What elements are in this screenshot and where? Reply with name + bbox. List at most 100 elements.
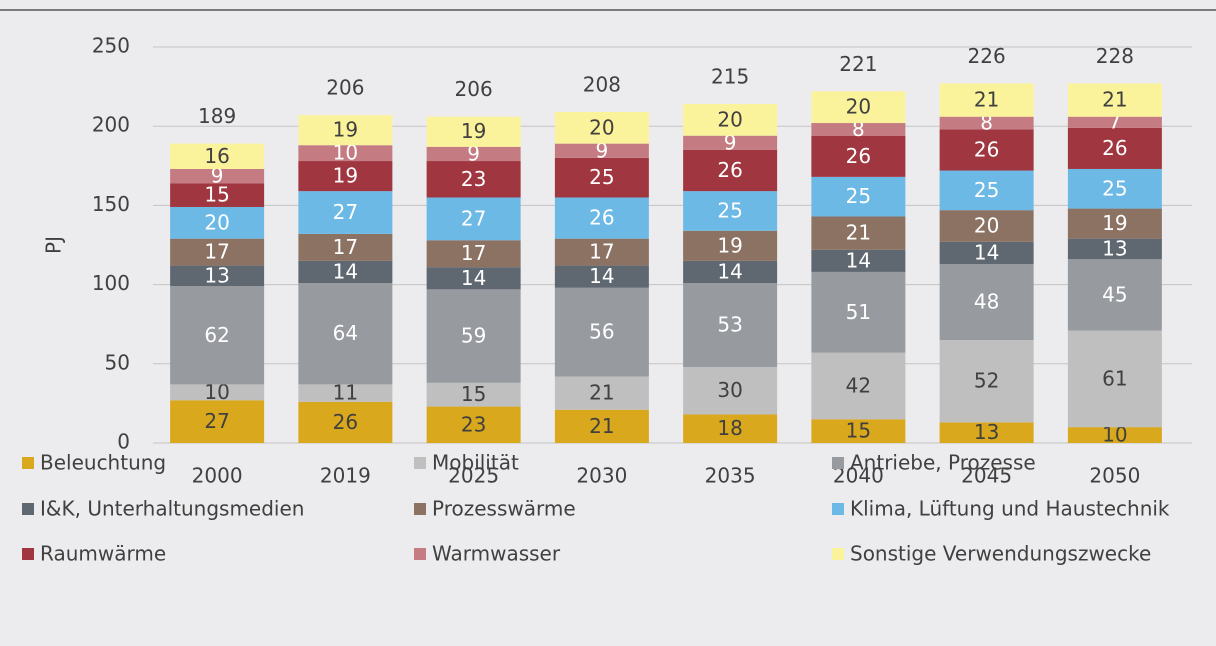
bar-segment bbox=[683, 104, 778, 136]
bar-segment bbox=[1067, 238, 1162, 260]
bar-segment bbox=[170, 238, 265, 266]
bar-segment bbox=[1067, 127, 1162, 169]
legend-swatch bbox=[22, 457, 34, 469]
data-label: 14 bbox=[717, 259, 742, 283]
data-label: 25 bbox=[1102, 176, 1127, 200]
data-label: 13 bbox=[1102, 236, 1127, 260]
data-label: 25 bbox=[974, 178, 999, 202]
data-label: 45 bbox=[1102, 282, 1127, 306]
data-label: 20 bbox=[204, 210, 229, 234]
bar-segment bbox=[811, 271, 906, 353]
data-label: 20 bbox=[974, 213, 999, 237]
data-label: 19 bbox=[461, 119, 486, 143]
bar-segment bbox=[1067, 427, 1162, 443]
bar-segment bbox=[683, 149, 778, 192]
data-label: 19 bbox=[1102, 211, 1127, 235]
bar-segment bbox=[298, 233, 393, 261]
data-label: 19 bbox=[717, 233, 742, 257]
bar-segment bbox=[554, 157, 649, 198]
data-label: 20 bbox=[589, 115, 614, 139]
total-label: 215 bbox=[711, 65, 749, 89]
data-label: 25 bbox=[589, 165, 614, 189]
bar-segment bbox=[298, 191, 393, 234]
data-label: 20 bbox=[717, 107, 742, 131]
legend-label: Antriebe, Prozesse bbox=[850, 451, 1036, 475]
data-label: 21 bbox=[974, 88, 999, 112]
data-label: 26 bbox=[846, 144, 871, 168]
bar-segment bbox=[939, 340, 1034, 423]
bar-segment bbox=[939, 83, 1034, 117]
x-tick-label: 2000 bbox=[192, 464, 243, 488]
data-label: 15 bbox=[204, 183, 229, 207]
data-label: 26 bbox=[974, 137, 999, 161]
bar-segment bbox=[426, 116, 521, 147]
bar-segment bbox=[426, 267, 521, 290]
legend-swatch bbox=[414, 503, 426, 515]
legend-swatch bbox=[414, 457, 426, 469]
y-tick-label: 200 bbox=[92, 113, 130, 137]
data-label: 17 bbox=[333, 235, 358, 259]
bar-segment bbox=[426, 161, 521, 198]
x-tick-label: 2045 bbox=[961, 464, 1012, 488]
data-label: 27 bbox=[461, 206, 486, 230]
bar-segment bbox=[811, 216, 906, 250]
data-label: 21 bbox=[589, 414, 614, 438]
bar-segment bbox=[554, 287, 649, 377]
data-label: 21 bbox=[1102, 88, 1127, 112]
bar-segment bbox=[811, 123, 906, 136]
bar-segment bbox=[298, 401, 393, 443]
data-label: 61 bbox=[1102, 366, 1127, 390]
total-label: 221 bbox=[839, 52, 877, 76]
data-label: 15 bbox=[461, 382, 486, 406]
legend-label: Raumwärme bbox=[40, 542, 166, 566]
data-label: 9 bbox=[467, 141, 480, 165]
total-label: 206 bbox=[455, 77, 493, 101]
bar-segment bbox=[683, 230, 778, 261]
data-label: 23 bbox=[461, 412, 486, 436]
data-label: 19 bbox=[333, 164, 358, 188]
data-label: 27 bbox=[333, 200, 358, 224]
x-tick-label: 2050 bbox=[1089, 464, 1140, 488]
bar-segment bbox=[170, 168, 265, 184]
bar-segment bbox=[170, 183, 265, 207]
bar-segment bbox=[939, 264, 1034, 341]
bar-segment bbox=[939, 422, 1034, 443]
bar-segment bbox=[554, 143, 649, 158]
legend-label: Prozesswärme bbox=[432, 497, 576, 521]
data-label: 25 bbox=[717, 198, 742, 222]
bar-segment bbox=[1067, 116, 1162, 128]
bar-segment bbox=[811, 135, 906, 177]
data-label: 9 bbox=[724, 130, 737, 154]
legend-swatch bbox=[832, 503, 844, 515]
data-label: 14 bbox=[333, 259, 358, 283]
bar-segment bbox=[170, 265, 265, 287]
bar-segment bbox=[939, 129, 1034, 171]
legend-swatch bbox=[22, 548, 34, 560]
data-label: 18 bbox=[717, 416, 742, 440]
legend-swatch bbox=[414, 548, 426, 560]
total-label: 208 bbox=[583, 72, 621, 96]
bar-segment bbox=[554, 376, 649, 410]
data-label: 27 bbox=[204, 409, 229, 433]
legend-swatch bbox=[832, 548, 844, 560]
data-label: 13 bbox=[974, 420, 999, 444]
legend-label: Klima, Lüftung und Haustechnik bbox=[850, 497, 1170, 521]
data-label: 15 bbox=[846, 419, 871, 443]
data-label: 20 bbox=[846, 95, 871, 119]
data-label: 14 bbox=[589, 264, 614, 288]
bar-segment bbox=[554, 409, 649, 443]
data-label: 21 bbox=[589, 381, 614, 405]
bar-segment bbox=[298, 384, 393, 402]
bar-segment bbox=[811, 249, 906, 272]
total-label: 228 bbox=[1096, 44, 1134, 68]
data-label: 62 bbox=[204, 323, 229, 347]
bar-segment bbox=[1067, 330, 1162, 428]
bar-segment bbox=[683, 191, 778, 231]
bar-segment bbox=[683, 366, 778, 415]
bar-segment bbox=[811, 91, 906, 124]
data-label: 48 bbox=[974, 290, 999, 314]
bar-segment bbox=[170, 143, 265, 169]
bar-segment bbox=[298, 145, 393, 162]
data-label: 51 bbox=[846, 300, 871, 324]
